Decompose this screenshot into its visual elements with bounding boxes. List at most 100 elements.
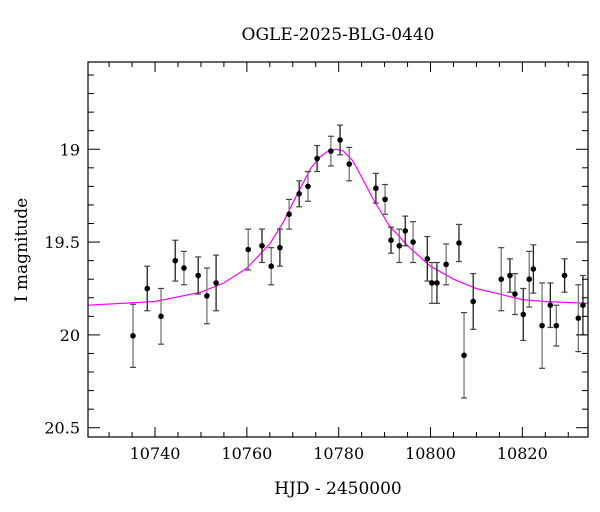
data-point: [511, 273, 518, 316]
data-point: [526, 250, 533, 308]
data-point: [268, 247, 275, 286]
marker: [575, 315, 582, 321]
marker: [410, 239, 416, 245]
data-point: [372, 172, 379, 204]
data-point: [337, 124, 344, 156]
data-point: [498, 247, 505, 312]
marker: [456, 240, 462, 246]
data-point: [539, 282, 546, 369]
marker: [195, 272, 201, 279]
data-point: [455, 223, 462, 263]
plot-area: [87, 124, 589, 399]
marker: [526, 276, 533, 283]
marker: [337, 137, 343, 143]
marker: [561, 272, 568, 279]
data-point: [195, 256, 202, 295]
marker: [520, 311, 527, 318]
marker: [204, 293, 210, 299]
plot-frame: [87, 61, 589, 438]
data-point: [172, 239, 179, 282]
marker: [259, 242, 265, 249]
x-tick-label: 10780: [313, 444, 364, 463]
data-point: [129, 303, 136, 368]
data-point: [461, 312, 468, 399]
data-point: [470, 273, 477, 330]
data-point: [327, 135, 334, 167]
marker: [498, 276, 505, 283]
x-tick-label: 10760: [221, 444, 272, 463]
data-point: [314, 144, 321, 173]
marker: [373, 185, 379, 192]
x-axis-label: HJD - 2450000: [274, 479, 402, 499]
marker: [130, 333, 136, 339]
marker: [553, 322, 560, 329]
y-tick-label: 20.5: [44, 419, 80, 438]
marker: [434, 280, 440, 286]
marker: [443, 261, 449, 268]
data-point: [575, 284, 582, 353]
data-point: [213, 254, 220, 312]
data-point: [428, 261, 435, 304]
data-point: [553, 304, 560, 347]
marker: [507, 272, 513, 279]
data-point: [382, 183, 389, 215]
data-point: [530, 244, 537, 294]
x-tick-label: 10800: [405, 444, 456, 463]
data-point: [180, 250, 187, 286]
marker: [382, 196, 388, 203]
marker: [158, 313, 164, 320]
data-point: [203, 267, 210, 325]
data-point: [158, 287, 165, 345]
marker: [268, 263, 274, 270]
marker: [580, 302, 586, 308]
marker: [172, 257, 179, 264]
marker: [530, 266, 537, 272]
data-point: [388, 226, 395, 254]
data-point: [396, 228, 403, 264]
x-tick-label: 10820: [497, 444, 548, 463]
marker: [461, 352, 467, 359]
data-point: [424, 235, 431, 282]
data-point: [245, 228, 252, 271]
y-tick-label: 20: [60, 326, 80, 345]
marker: [245, 246, 252, 253]
y-tick-label: 19: [60, 140, 80, 159]
marker: [181, 265, 187, 271]
data-point: [506, 258, 513, 293]
marker: [429, 280, 435, 286]
marker: [547, 302, 554, 308]
data-point: [402, 215, 409, 247]
data-point: [296, 180, 303, 208]
marker: [512, 291, 518, 297]
data-point: [561, 258, 568, 293]
chart-title: OGLE-2025-BLG-0440: [242, 25, 435, 45]
marker: [314, 155, 320, 162]
model-curve: [87, 148, 589, 306]
data-point: [443, 243, 450, 286]
marker: [470, 298, 477, 305]
y-axis-label: I magnitude: [12, 198, 32, 302]
x-tick-label: 10740: [130, 444, 181, 463]
marker: [328, 148, 334, 154]
marker: [346, 161, 353, 167]
data-point: [276, 228, 283, 267]
marker: [388, 237, 394, 244]
data-point: [144, 265, 151, 312]
y-tick-label: 19.5: [44, 233, 80, 252]
data-point: [547, 282, 554, 329]
marker: [402, 228, 409, 234]
data-point: [259, 228, 266, 264]
marker: [539, 322, 545, 329]
marker: [396, 242, 403, 249]
marker: [424, 255, 431, 262]
axis-ticks: 10740 10760 10780 10800 10820 19 19.5 20 20.5: [44, 62, 588, 463]
data-point: [410, 221, 417, 264]
data-point: [433, 261, 440, 304]
marker: [277, 244, 283, 251]
data-point: [286, 198, 293, 230]
data-point: [346, 146, 353, 182]
marker: [305, 183, 311, 190]
marker: [213, 280, 219, 286]
marker: [144, 285, 151, 292]
